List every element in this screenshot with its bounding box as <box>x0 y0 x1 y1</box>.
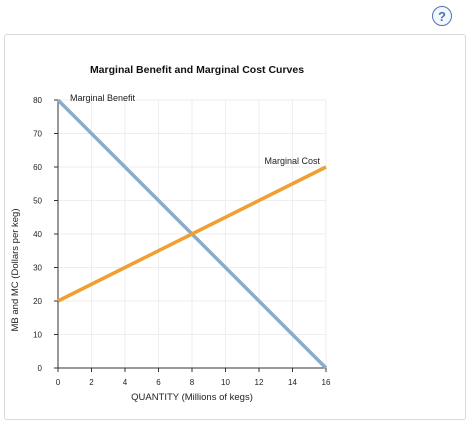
x-tick-label: 4 <box>123 378 128 387</box>
marginal-cost-line <box>57 165 327 303</box>
y-tick-label: 70 <box>33 130 42 139</box>
x-tick-label: 0 <box>56 378 61 387</box>
y-tick-label: 80 <box>33 96 42 105</box>
x-tick-label: 8 <box>190 378 195 387</box>
grid <box>58 99 327 368</box>
y-tick-label: 50 <box>33 197 42 206</box>
x-tick-label: 14 <box>288 378 297 387</box>
y-tick-label: 0 <box>38 364 43 373</box>
x-tick-label: 12 <box>255 378 264 387</box>
x-tick-label: 10 <box>221 378 230 387</box>
y-tick-label: 30 <box>33 264 42 273</box>
y-tick-label: 10 <box>33 331 42 340</box>
x-tick-label: 16 <box>322 378 331 387</box>
marginal-benefit-label: Marginal Benefit <box>70 93 136 103</box>
series: Marginal Benefit Marginal Cost <box>56 93 328 370</box>
chart-panel: 0 10 20 30 40 50 60 70 80 0 2 4 6 8 10 12 14 16 Marginal … <box>4 34 466 420</box>
mb-mc-chart: 0 10 20 30 40 50 60 70 80 0 2 4 6 8 10 12 14 16 Marginal … <box>10 64 331 403</box>
top-bar: ? <box>0 0 474 34</box>
x-tick-label: 2 <box>89 378 94 387</box>
chart-title: Marginal Benefit and Marginal Cost Curve… <box>90 64 304 76</box>
axes: 0 10 20 30 40 50 60 70 80 0 2 4 6 8 10 12 14 16 <box>33 96 331 387</box>
x-tick-label: 6 <box>156 378 161 387</box>
x-axis-label: QUANTITY (Millions of kegs) <box>131 392 253 403</box>
help-icon[interactable]: ? <box>432 6 452 26</box>
y-tick-label: 40 <box>33 230 42 239</box>
y-axis-label: MB and MC (Dollars per keg) <box>10 208 21 331</box>
y-tick-label: 20 <box>33 297 42 306</box>
marginal-cost-label: Marginal Cost <box>264 156 320 166</box>
y-tick-label: 60 <box>33 163 42 172</box>
